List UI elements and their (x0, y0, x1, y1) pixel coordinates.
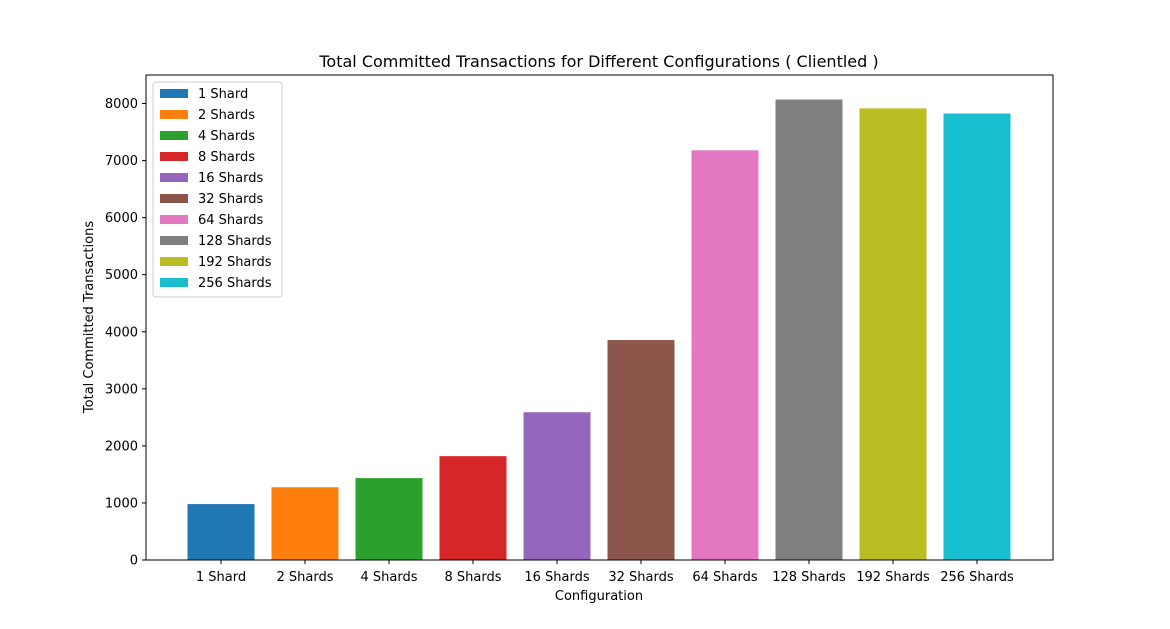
chart-title: Total Committed Transactions for Differe… (318, 52, 878, 71)
bar-32-shards (607, 340, 675, 560)
bar-4-shards (355, 478, 423, 560)
bar-16-shards (523, 412, 591, 560)
legend-swatch (160, 131, 188, 140)
bar-1-shard (187, 504, 255, 560)
legend-swatch (160, 278, 188, 287)
legend-swatch (160, 89, 188, 98)
x-tick-label: 2 Shards (276, 570, 333, 585)
x-tick-label: 256 Shards (940, 570, 1014, 585)
legend-label: 2 Shards (198, 108, 255, 123)
y-tick-label: 6000 (105, 211, 138, 226)
x-tick-label: 32 Shards (608, 570, 674, 585)
x-tick-label: 4 Shards (360, 570, 417, 585)
bar-64-shards (691, 150, 759, 561)
bar-2-shards (271, 487, 339, 560)
legend-label: 128 Shards (198, 234, 272, 249)
x-axis-title: Configuration (555, 589, 643, 604)
plot-frame (145, 74, 1054, 561)
x-tick-label: 8 Shards (444, 570, 501, 585)
x-tick-label: 64 Shards (692, 570, 758, 585)
y-tick-label: 7000 (105, 154, 138, 169)
legend-swatch (160, 194, 188, 203)
bar-256-shards (943, 113, 1011, 560)
legend: 1 Shard 2 Shards 4 Shards 8 Shards 16 Shards… (152, 81, 283, 298)
legend-label: 16 Shards (198, 171, 264, 186)
legend-label: 8 Shards (198, 150, 255, 165)
legend-swatch (160, 257, 188, 266)
legend-swatch (160, 110, 188, 119)
x-tick-label: 1 Shard (196, 570, 246, 585)
y-tick-label: 3000 (105, 382, 138, 397)
legend-label: 64 Shards (198, 213, 264, 228)
y-tick-label: 2000 (105, 439, 138, 454)
legend-label: 192 Shards (198, 255, 272, 270)
legend-label: 32 Shards (198, 192, 264, 207)
legend-label: 4 Shards (198, 129, 255, 144)
x-tick-label: 16 Shards (524, 570, 590, 585)
x-axis: 1 Shard 2 Shards 4 Shards 8 Shards 16 Shards… (196, 560, 1014, 585)
y-tick-label: 8000 (105, 97, 138, 112)
legend-swatch (160, 173, 188, 182)
legend-label: 256 Shards (198, 276, 272, 291)
y-axis-title: Total Committed Transactions (82, 221, 97, 414)
legend-label: 1 Shard (198, 87, 248, 102)
legend-swatch (160, 215, 188, 224)
bars (187, 99, 1011, 561)
y-tick-label: 5000 (105, 268, 138, 283)
y-tick-label: 1000 (105, 496, 138, 511)
x-tick-label: 192 Shards (856, 570, 930, 585)
x-tick-label: 128 Shards (772, 570, 846, 585)
bar-192-shards (859, 108, 927, 561)
bar-8-shards (439, 456, 507, 560)
y-tick-label: 0 (130, 554, 138, 569)
legend-swatch (160, 152, 188, 161)
bar-128-shards (775, 99, 843, 561)
y-tick-label: 4000 (105, 325, 138, 340)
legend-swatch (160, 236, 188, 245)
y-axis: 0 1000 2000 3000 4000 5000 6000 7000 8000 (105, 97, 146, 569)
